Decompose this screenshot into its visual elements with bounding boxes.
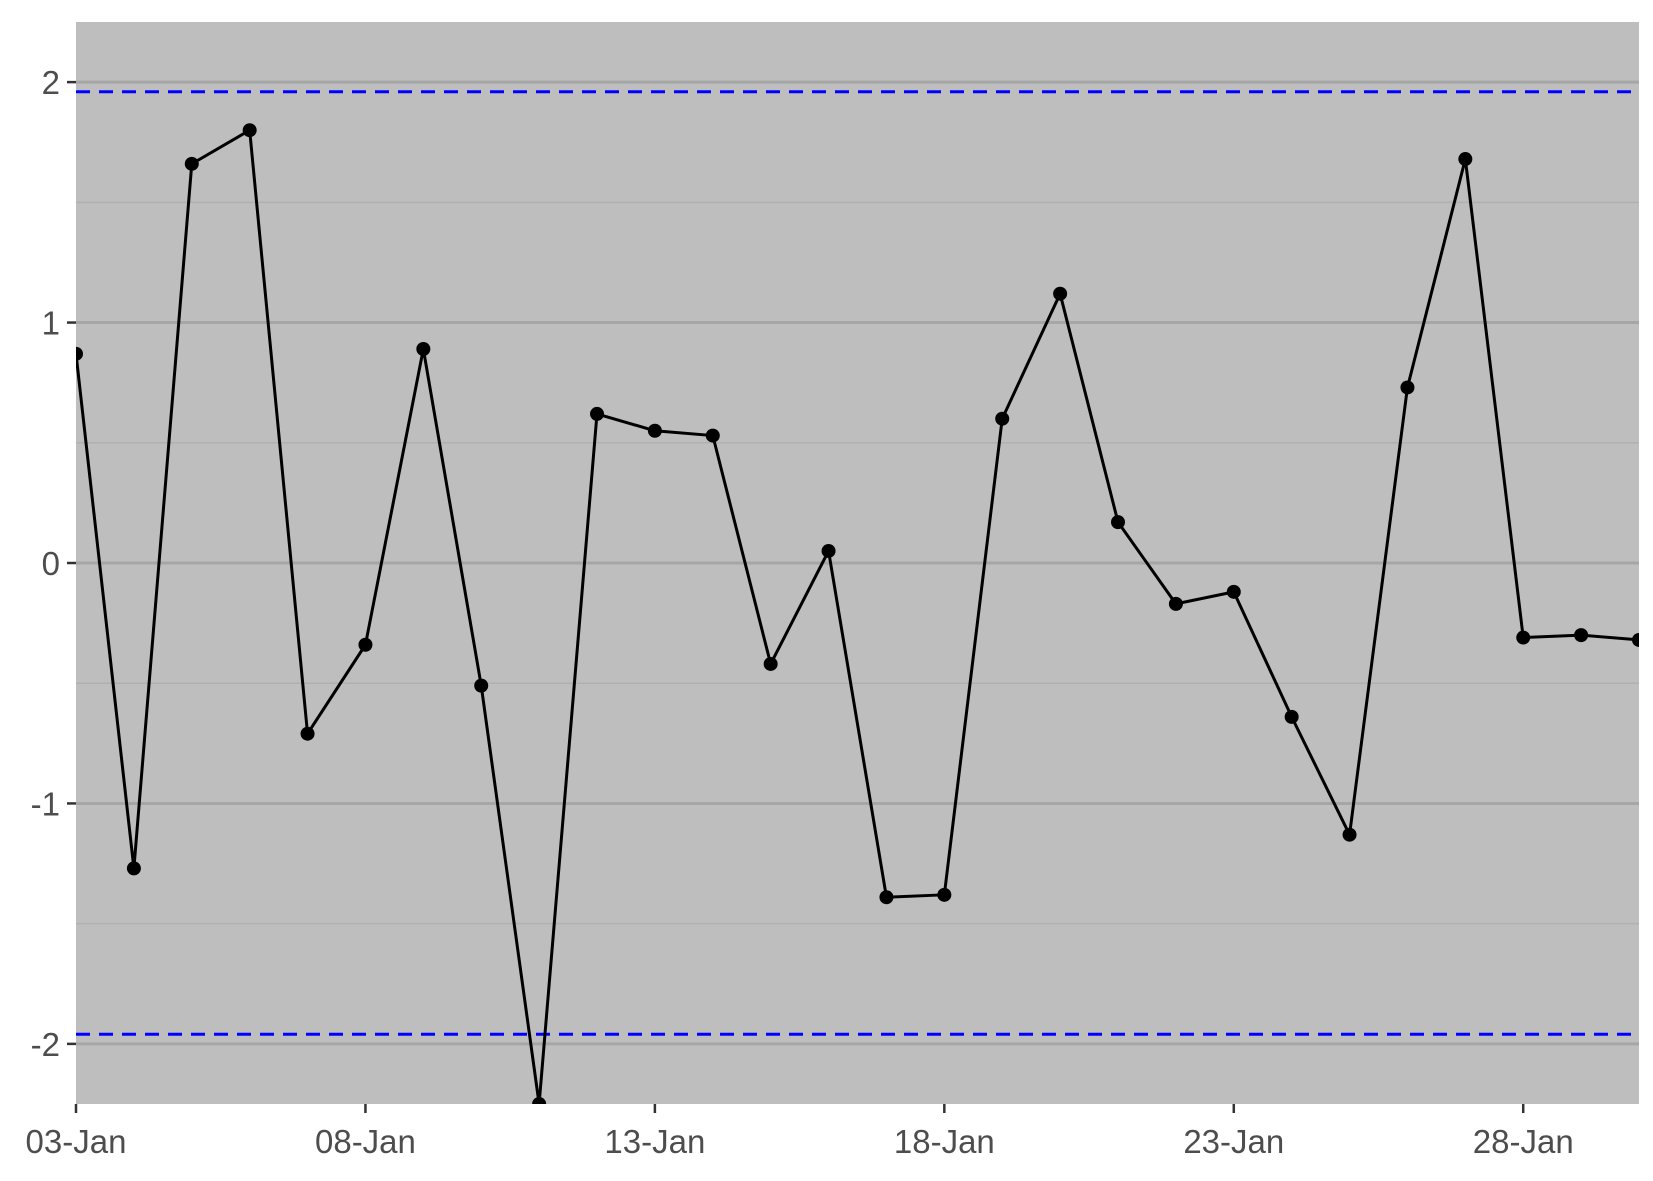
- data-point: [705, 428, 720, 443]
- y-tick-label: 1: [42, 305, 60, 342]
- y-tick-label: -2: [31, 1026, 60, 1063]
- data-point: [647, 423, 662, 438]
- x-tick-label: 13-Jan: [604, 1123, 705, 1160]
- data-point: [995, 411, 1010, 426]
- data-point: [1111, 515, 1125, 530]
- data-point: [1226, 584, 1241, 599]
- data-point: [821, 543, 836, 558]
- y-tick-label: 0: [42, 545, 60, 582]
- data-point: [879, 890, 894, 905]
- data-point: [937, 887, 952, 902]
- grid-minor: [76, 201, 1639, 925]
- data-point: [76, 346, 83, 361]
- data-point: [242, 123, 257, 138]
- data-point: [1632, 632, 1639, 647]
- data-point: [532, 1097, 547, 1104]
- grid-major: [76, 80, 1639, 1046]
- series-line-group: [76, 128, 1639, 1104]
- x-tick-label: 18-Jan: [894, 1123, 995, 1160]
- y-tick-label: 2: [42, 64, 60, 101]
- data-point: [358, 637, 373, 652]
- data-point: [126, 861, 141, 876]
- y-tick-label: -1: [31, 785, 60, 822]
- y-axis: 2 1 0 -1 -2: [31, 64, 76, 1063]
- x-tick-label: 23-Jan: [1183, 1123, 1284, 1160]
- x-tick-label: 03-Jan: [26, 1123, 127, 1160]
- data-point: [1400, 380, 1415, 395]
- data-point: [590, 406, 604, 421]
- data-point: [1342, 827, 1357, 842]
- series-line: [76, 128, 1639, 1104]
- data-point: [1053, 286, 1068, 301]
- data-point: [763, 656, 778, 671]
- x-axis: 03-Jan 08-Jan 13-Jan 18-Jan 23-Jan 28-Ja…: [26, 1104, 1574, 1160]
- data-point: [1574, 628, 1589, 643]
- series-points-group: [76, 123, 1639, 1104]
- data-point: [1284, 709, 1299, 724]
- x-tick-label: 28-Jan: [1473, 1123, 1574, 1160]
- data-point: [184, 156, 199, 171]
- x-tick-label: 08-Jan: [315, 1123, 416, 1160]
- data-point: [1516, 630, 1531, 645]
- data-point: [1458, 152, 1473, 167]
- reference-lines: [76, 90, 1639, 1036]
- data-point: [300, 726, 315, 741]
- data-point: [474, 678, 489, 693]
- data-point: [1168, 596, 1183, 611]
- data-point: [416, 342, 431, 357]
